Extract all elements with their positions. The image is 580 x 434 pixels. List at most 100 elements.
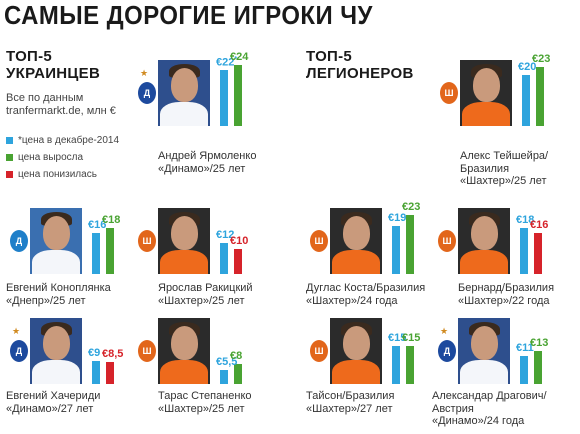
player-photo	[458, 208, 510, 274]
old-price-label: €9	[88, 347, 100, 359]
bar-new-price	[534, 350, 542, 384]
player-caption: Бернард/Бразилия «Шахтер»/22 года	[458, 282, 554, 307]
legend-label: цена понизилась	[18, 169, 97, 180]
player-caption: Дуглас Коста/Бразилия «Шахтер»/24 года	[306, 282, 425, 307]
old-price-label: €16	[88, 219, 106, 231]
caption-line: «Динамо»/24 года	[432, 415, 525, 427]
bar-new-price	[234, 248, 242, 274]
player-jersey	[160, 250, 208, 274]
bar-old-price	[220, 243, 228, 274]
new-price-label: €18	[102, 214, 121, 227]
player-caption: Алекс Тейшейра/Бразилия «Шахтер»/25 лет	[460, 150, 548, 188]
shakhtar-logo-icon: Ш	[310, 230, 328, 252]
new-price-label: €15	[402, 331, 421, 344]
new-price-label: €13	[530, 336, 549, 349]
star-icon: ★	[12, 326, 21, 336]
player-head	[471, 326, 498, 360]
new-price-label: €10	[230, 234, 249, 247]
player-photo	[158, 318, 210, 384]
caption-line: Евгений Хачериди	[6, 390, 101, 402]
source-note: Все по данным tranfermarkt.de, млн €	[6, 92, 116, 118]
dnipro-logo-icon: Д	[10, 230, 28, 252]
bar-new-price	[234, 363, 242, 384]
player-caption: Александар Драгович/Австрия «Динамо»/24 г…	[432, 390, 547, 428]
old-price-label: €15	[388, 332, 406, 344]
old-price-value: €12	[216, 229, 235, 242]
caption-line: Алекс Тейшейра/	[460, 150, 549, 162]
player-photo	[158, 208, 210, 274]
player-head	[343, 326, 370, 360]
player-photo	[330, 208, 382, 274]
old-price-value: €18	[516, 214, 535, 227]
new-price-label: €24	[230, 50, 249, 63]
caption-line: Ярослав Ракицкий	[158, 282, 253, 294]
player-jersey	[460, 250, 508, 274]
old-price-label: €11	[516, 342, 534, 354]
caption-line: Тарас Степаненко	[158, 390, 252, 402]
caption-line: Бразилия	[460, 162, 510, 175]
player-jersey	[32, 250, 80, 274]
bar-old-price	[92, 233, 100, 274]
shakhtar-logo-icon: Ш	[138, 340, 156, 362]
shakhtar-logo-icon: Ш	[138, 230, 156, 252]
player-head	[473, 68, 500, 102]
bar-old-price	[392, 345, 400, 384]
player-head	[43, 326, 70, 360]
caption-line: «Шахтер»/25 лет	[460, 175, 547, 187]
caption-line: «Шахтер»/25 лет	[158, 402, 245, 415]
dynamo-logo-icon: Д	[10, 340, 28, 362]
new-price-label: €16	[530, 219, 549, 232]
caption-line: «Шахтер»/24 года	[306, 294, 398, 307]
new-price-label: €8	[230, 349, 243, 362]
player-photo	[30, 318, 82, 384]
caption-line: Андрей Ярмоленко	[158, 150, 257, 162]
old-price-label: €18	[516, 214, 534, 226]
old-price-value: €16	[88, 219, 107, 232]
caption-line: «Динамо»/27 лет	[6, 402, 94, 415]
star-icon: ★	[440, 326, 449, 336]
player-caption: Евгений Коноплянка «Днепр»/25 лет	[6, 282, 111, 307]
bar-new-price	[234, 64, 242, 126]
player-caption: Тарас Степаненко «Шахтер»/25 лет	[158, 390, 252, 415]
legend-swatch	[6, 137, 13, 144]
new-price-label: €23	[402, 201, 421, 214]
player-photo	[30, 208, 82, 274]
player-jersey	[160, 360, 208, 384]
player-head	[171, 68, 198, 102]
caption-line: Австрия	[432, 402, 474, 415]
bar-new-price	[406, 215, 414, 274]
bar-new-price	[106, 362, 114, 384]
player-head	[171, 216, 198, 250]
legend-label: *цена в декабре-2014	[18, 135, 120, 146]
player-jersey	[32, 360, 80, 384]
player-jersey	[332, 250, 380, 274]
player-photo	[458, 318, 510, 384]
player-head	[171, 326, 198, 360]
legend-label: цена выросла	[18, 152, 84, 163]
dynamo-logo-icon: Д	[438, 340, 456, 362]
legend-swatch	[6, 171, 13, 178]
bar-old-price	[522, 75, 530, 126]
old-price-value: €19	[388, 211, 407, 224]
player-head	[343, 216, 370, 250]
bar-new-price	[534, 233, 542, 274]
caption-line: Евгений Коноплянка	[6, 282, 111, 294]
bar-new-price	[536, 67, 544, 126]
old-price-value: €5,5	[216, 355, 238, 368]
bar-old-price	[392, 225, 400, 274]
caption-line: Александар Драгович/	[432, 390, 547, 402]
bar-old-price	[520, 228, 528, 274]
legend-item-green: цена выросла	[6, 149, 119, 166]
caption-line: «Шахтер»/22 года	[458, 294, 550, 307]
player-caption: Евгений Хачериди «Динамо»/27 лет	[6, 390, 100, 415]
source-line: tranfermarkt.de, млн €	[6, 105, 116, 117]
bar-old-price	[92, 361, 100, 384]
legend: *цена в декабре-2014 цена выросла цена п…	[6, 132, 119, 183]
player-jersey	[460, 360, 508, 384]
old-price-value: €9	[88, 347, 101, 360]
player-photo	[158, 60, 210, 126]
old-price-value: €22	[216, 56, 235, 69]
new-price-label: €8,5	[102, 348, 124, 361]
old-price-label: €22*	[216, 56, 237, 69]
bar-old-price	[220, 369, 228, 384]
